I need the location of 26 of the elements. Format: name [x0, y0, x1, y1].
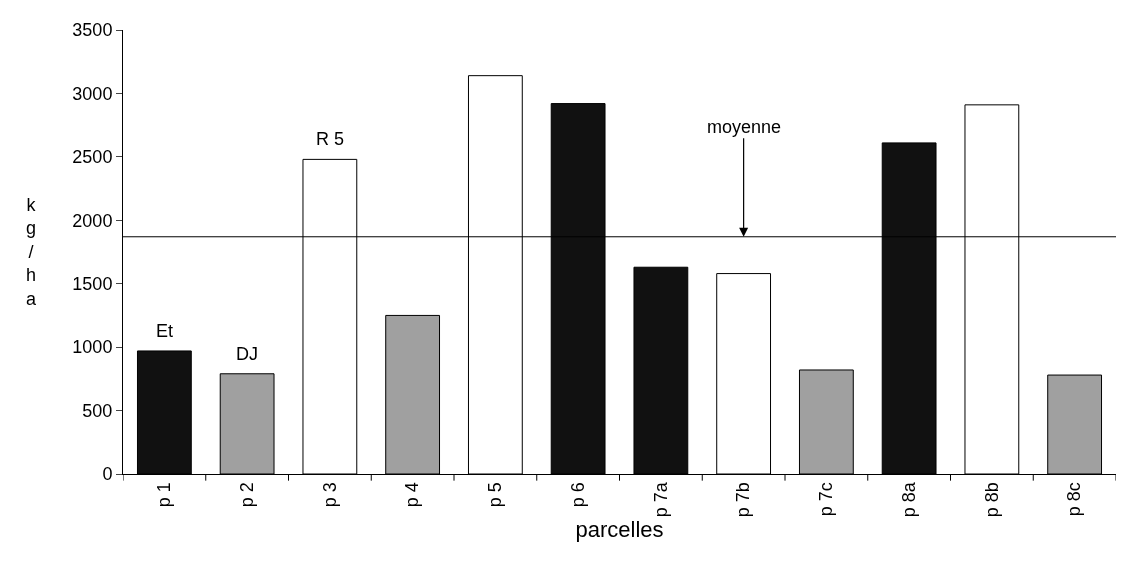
y-tick-label: 0	[102, 464, 113, 485]
x-tick-label: p 5	[485, 482, 506, 508]
y-tick-label: 1500	[72, 274, 113, 295]
x-tick-label: p 2	[236, 482, 257, 508]
y-tick-label: 500	[82, 400, 113, 421]
y-tick-label: 2500	[72, 147, 113, 168]
x-tick-label: p 7a	[650, 481, 671, 518]
y-tick-label: 3000	[72, 83, 113, 104]
x-tick-label: p 7b	[733, 482, 754, 518]
annotation: moyenne	[707, 117, 782, 137]
y-tick-label: 3500	[72, 20, 113, 41]
annotation: R 5	[316, 129, 345, 149]
y-axis-title: kg/ha	[26, 195, 37, 309]
x-tick-label: p 4	[402, 482, 423, 508]
annotation: DJ	[236, 344, 258, 364]
x-tick-label: p 3	[319, 482, 340, 508]
x-tick-label: p 7c	[816, 482, 837, 517]
x-axis-title: parcelles	[575, 517, 664, 543]
y-tick-label: 2000	[72, 210, 113, 231]
x-tick-label: p 1	[154, 482, 175, 508]
x-tick-label: p 8a	[898, 481, 919, 518]
x-tick-label: p 8b	[981, 482, 1002, 518]
x-tick-label: p 8c	[1064, 482, 1085, 517]
x-tick-label: p 6	[567, 482, 588, 508]
y-tick-label: 1000	[72, 337, 113, 358]
annotation: Et	[156, 321, 174, 341]
